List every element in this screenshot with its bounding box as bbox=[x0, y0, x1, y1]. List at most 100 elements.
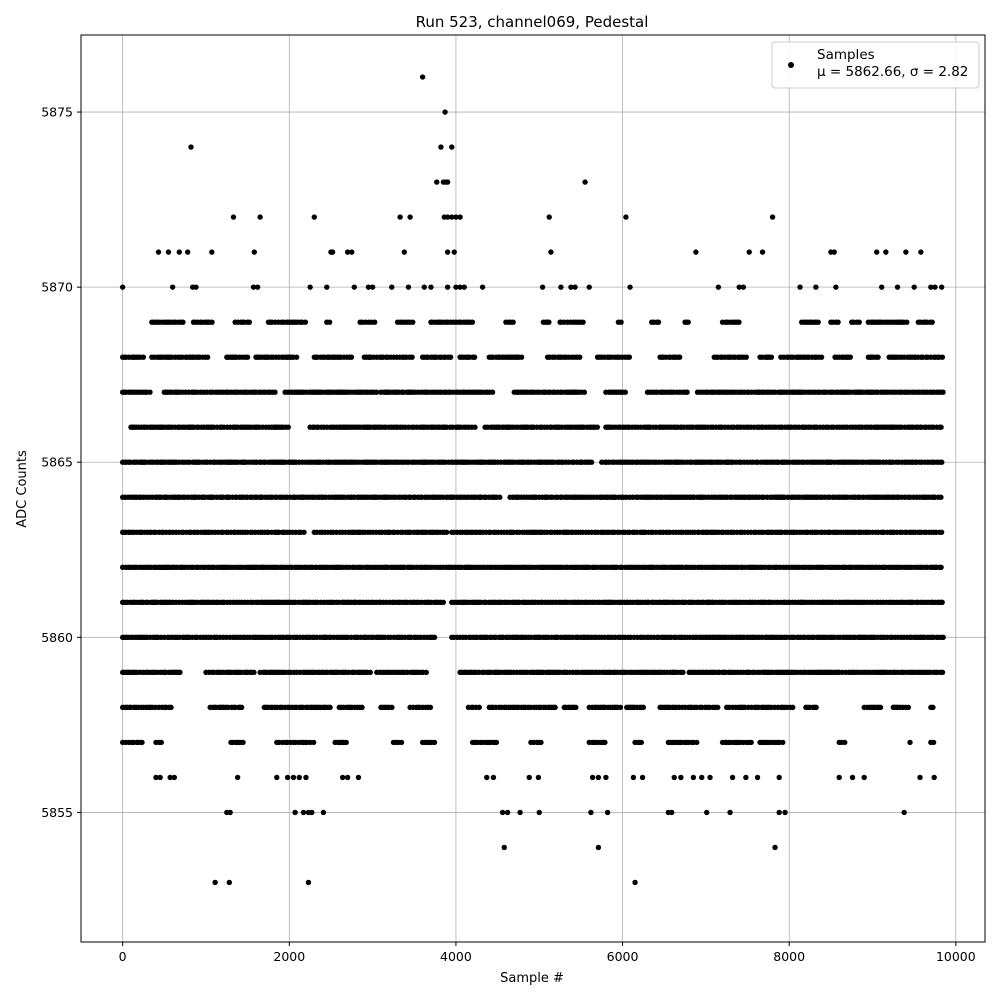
data-point bbox=[300, 809, 307, 816]
data-point bbox=[147, 389, 153, 395]
data-point bbox=[180, 319, 186, 325]
data-point bbox=[367, 669, 373, 676]
data-point bbox=[699, 774, 705, 781]
data-point bbox=[369, 284, 376, 290]
data-point bbox=[680, 669, 686, 676]
data-point bbox=[776, 809, 782, 816]
data-point bbox=[444, 284, 451, 290]
data-point bbox=[234, 774, 241, 781]
data-point bbox=[558, 284, 564, 290]
data-point bbox=[438, 144, 444, 150]
y-tick-label: 5865 bbox=[41, 455, 73, 470]
data-point bbox=[743, 774, 749, 781]
data-point bbox=[227, 809, 233, 816]
data-point bbox=[552, 704, 558, 711]
data-point bbox=[469, 319, 476, 325]
data-point bbox=[230, 214, 237, 220]
legend-stats-label: μ = 5862.66, σ = 2.82 bbox=[817, 64, 968, 80]
x-tick-label: 2000 bbox=[273, 949, 305, 964]
data-point bbox=[365, 284, 372, 290]
data-point bbox=[931, 774, 937, 781]
data-points bbox=[119, 74, 946, 886]
data-point bbox=[238, 704, 245, 711]
data-point bbox=[305, 879, 312, 886]
data-point bbox=[526, 774, 532, 781]
data-point bbox=[389, 284, 395, 290]
data-point bbox=[444, 529, 450, 535]
data-point bbox=[727, 809, 733, 816]
data-point bbox=[729, 774, 736, 781]
data-point bbox=[423, 669, 429, 676]
data-point bbox=[715, 284, 722, 290]
data-point bbox=[905, 704, 912, 711]
data-point bbox=[603, 774, 609, 781]
data-point bbox=[790, 704, 796, 711]
x-axis-label: Sample # bbox=[500, 971, 564, 986]
data-point bbox=[401, 249, 407, 255]
data-point bbox=[167, 774, 173, 781]
data-point bbox=[595, 774, 602, 781]
data-point bbox=[939, 459, 945, 465]
data-point bbox=[782, 809, 788, 816]
data-point bbox=[622, 389, 628, 395]
data-point bbox=[573, 704, 579, 711]
data-point bbox=[431, 634, 438, 641]
legend-box bbox=[771, 41, 980, 89]
data-point bbox=[251, 669, 257, 676]
data-point bbox=[535, 774, 542, 781]
data-point bbox=[373, 389, 380, 395]
data-point bbox=[272, 389, 278, 395]
data-point bbox=[440, 599, 447, 606]
data-point bbox=[939, 669, 946, 676]
data-point bbox=[457, 284, 463, 290]
data-point bbox=[442, 109, 448, 115]
data-point bbox=[539, 284, 546, 290]
data-point bbox=[449, 214, 455, 220]
data-point bbox=[355, 774, 362, 781]
data-point bbox=[344, 249, 351, 255]
data-point bbox=[594, 424, 601, 430]
data-point bbox=[769, 214, 776, 220]
data-point bbox=[444, 214, 451, 220]
data-point bbox=[754, 774, 761, 781]
data-point bbox=[938, 284, 945, 290]
data-point bbox=[582, 179, 588, 185]
data-point bbox=[296, 774, 302, 781]
data-point bbox=[326, 319, 333, 325]
data-point bbox=[883, 249, 889, 255]
data-point bbox=[490, 774, 497, 781]
data-point bbox=[284, 774, 291, 781]
data-point bbox=[842, 739, 848, 746]
data-point bbox=[293, 354, 300, 360]
data-point bbox=[421, 284, 427, 290]
data-point bbox=[171, 774, 178, 781]
data-point bbox=[349, 249, 355, 255]
data-point bbox=[165, 249, 172, 255]
data-point bbox=[836, 774, 842, 781]
data-point bbox=[184, 249, 191, 255]
data-point bbox=[618, 319, 624, 325]
data-point bbox=[176, 249, 183, 255]
data-point bbox=[372, 319, 378, 325]
data-point bbox=[580, 319, 586, 325]
data-point bbox=[476, 704, 482, 711]
data-point bbox=[627, 284, 633, 290]
data-point bbox=[813, 704, 819, 711]
data-point bbox=[301, 529, 307, 535]
data-point bbox=[153, 774, 159, 781]
data-point bbox=[655, 319, 662, 325]
data-point bbox=[940, 389, 946, 395]
data-point bbox=[497, 494, 503, 500]
data-point bbox=[548, 249, 554, 255]
data-point bbox=[303, 774, 309, 781]
data-point bbox=[930, 704, 936, 711]
data-point bbox=[510, 319, 516, 325]
data-point bbox=[327, 704, 333, 711]
data-point bbox=[428, 284, 434, 290]
x-tick-label: 8000 bbox=[773, 949, 805, 964]
data-point bbox=[155, 249, 162, 255]
data-point bbox=[690, 774, 697, 781]
data-point bbox=[536, 809, 542, 816]
data-point bbox=[449, 144, 455, 150]
